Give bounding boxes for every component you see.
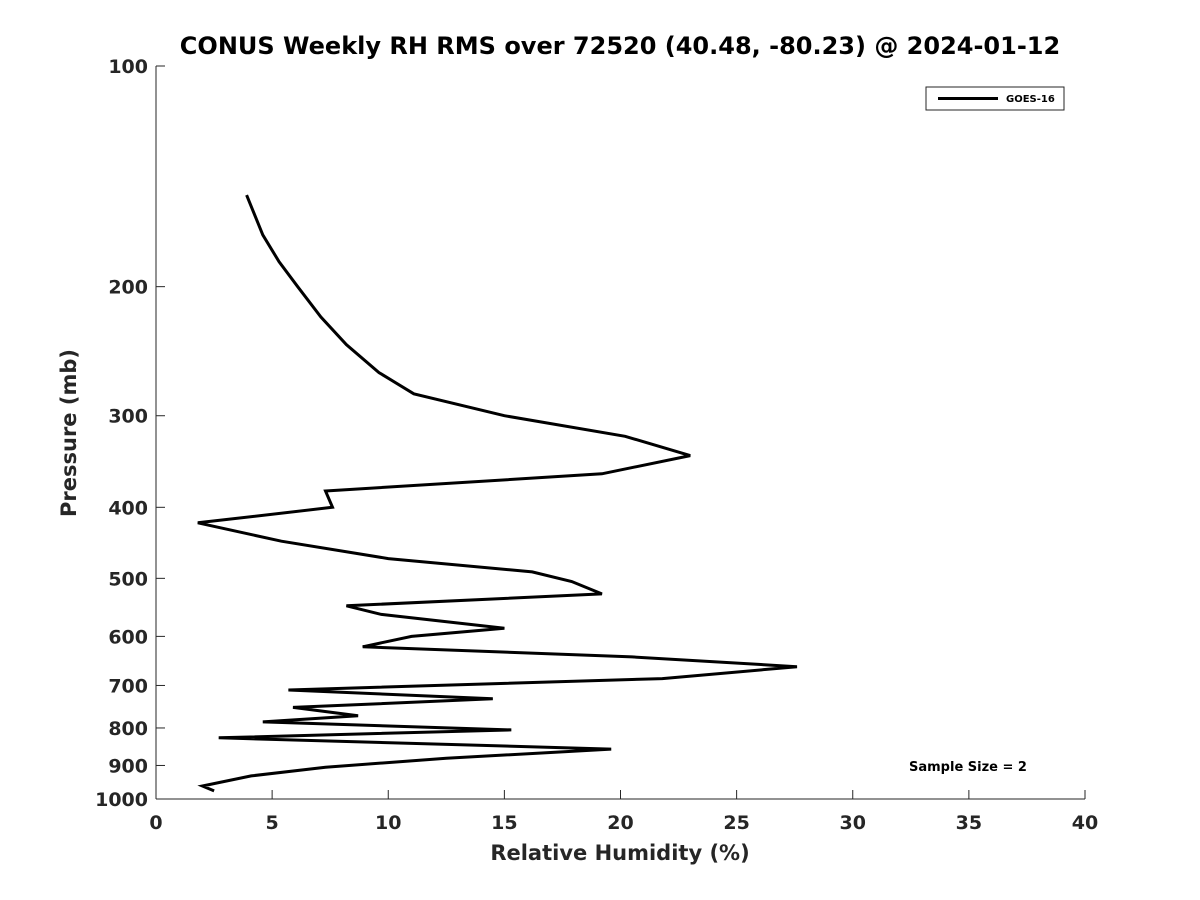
y-tick-label: 800 <box>108 718 148 740</box>
axes: 0 5 10 15 20 25 30 35 40 100 200 300 400 500 600 700 800… <box>95 56 1098 834</box>
y-tick-label: 600 <box>108 626 148 648</box>
y-tick-label: 400 <box>108 497 148 519</box>
y-tick-label: 1000 <box>95 789 148 811</box>
x-tick-label: 5 <box>266 812 279 834</box>
y-tick-label: 500 <box>108 568 148 590</box>
y-tick-label: 100 <box>108 56 148 78</box>
x-tick-label: 30 <box>840 812 866 834</box>
x-tick-label: 15 <box>491 812 517 834</box>
series-line-0 <box>197 194 798 793</box>
series-layer <box>197 194 798 793</box>
x-tick-label: 0 <box>149 812 162 834</box>
y-tick-label: 900 <box>108 755 148 777</box>
y-tick-label: 700 <box>108 675 148 697</box>
x-tick-label: 25 <box>723 812 749 834</box>
x-tick-label: 35 <box>956 812 982 834</box>
y-tick-label: 200 <box>108 277 148 299</box>
y-tick-label: 300 <box>108 406 148 428</box>
sample-size-annotation: Sample Size = 2 <box>909 760 1027 775</box>
legend: GOES-16 <box>925 86 1065 111</box>
x-axis-title: Relative Humidity (%) <box>490 841 749 865</box>
x-tick-label: 10 <box>375 812 401 834</box>
chart-title: CONUS Weekly RH RMS over 72520 (40.48, -… <box>180 32 1060 60</box>
legend-label: GOES-16 <box>1006 94 1055 105</box>
x-tick-label: 20 <box>607 812 633 834</box>
y-axis-title: Pressure (mb) <box>57 349 81 517</box>
x-tick-label: 40 <box>1072 812 1098 834</box>
